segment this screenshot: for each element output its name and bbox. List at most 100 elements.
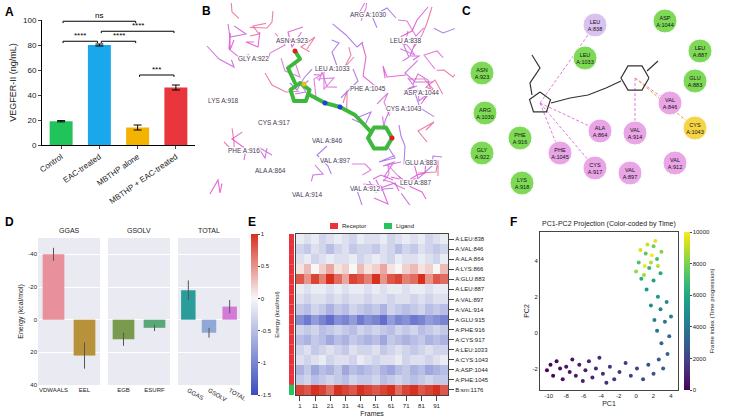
- svg-text:LEU A:887: LEU A:887: [400, 179, 431, 186]
- svg-text:MBTHP + EAC-treated: MBTHP + EAC-treated: [108, 152, 180, 206]
- svg-text:EEL: EEL: [79, 387, 91, 393]
- svg-text:2: 2: [534, 294, 538, 300]
- svg-text:PC1-PC2 Projection (Color-code: PC1-PC2 Projection (Color-coded by Time): [542, 220, 676, 228]
- svg-text:A:ALA:864: A:ALA:864: [455, 256, 484, 262]
- svg-text:A:1033: A:1033: [576, 59, 593, 65]
- svg-text:ASN: ASN: [476, 67, 487, 73]
- svg-text:91: 91: [433, 403, 440, 409]
- svg-text:4: 4: [534, 258, 538, 264]
- svg-text:Frames: Frames: [360, 410, 384, 417]
- svg-text:VAL: VAL: [630, 127, 640, 133]
- svg-text:51: 51: [372, 403, 379, 409]
- svg-text:PHE A:916: PHE A:916: [228, 147, 260, 154]
- svg-text:LEU: LEU: [590, 19, 601, 25]
- svg-text:PHE: PHE: [554, 147, 566, 153]
- svg-text:PHE A:1045: PHE A:1045: [350, 85, 386, 92]
- svg-text:ASP: ASP: [659, 15, 670, 21]
- svg-text:A:CYS:1043: A:CYS:1043: [455, 357, 489, 363]
- svg-text:GGAS: GGAS: [186, 387, 204, 401]
- svg-text:0: 0: [693, 387, 697, 393]
- svg-text:A:LEU:1033: A:LEU:1033: [455, 347, 488, 353]
- svg-text:CYS A:917: CYS A:917: [258, 119, 290, 126]
- svg-text:VAL A:912: VAL A:912: [350, 185, 380, 192]
- svg-text:A:PHE:916: A:PHE:916: [455, 327, 485, 333]
- svg-text:40: 40: [27, 91, 36, 100]
- svg-text:100: 100: [23, 16, 37, 25]
- svg-text:GGAS: GGAS: [59, 227, 80, 234]
- svg-text:GSOLV: GSOLV: [207, 387, 228, 402]
- svg-text:31: 31: [342, 403, 349, 409]
- svg-text:-40: -40: [28, 251, 37, 257]
- svg-text:VDWAALS: VDWAALS: [39, 387, 68, 393]
- svg-text:B: B: [202, 4, 211, 18]
- svg-text:***: ***: [152, 65, 161, 74]
- svg-text:LYS: LYS: [517, 177, 527, 183]
- svg-text:Ligand: Ligand: [396, 223, 414, 229]
- svg-text:A:918: A:918: [515, 184, 529, 190]
- svg-text:-8: -8: [564, 393, 570, 399]
- svg-text:0: 0: [34, 317, 38, 323]
- svg-text:20: 20: [27, 116, 36, 125]
- svg-text:LEU A:1033: LEU A:1033: [315, 65, 350, 72]
- svg-text:A:1045: A:1045: [551, 154, 568, 160]
- svg-text:CYS: CYS: [589, 162, 601, 168]
- svg-text:VAL A:914: VAL A:914: [292, 191, 322, 198]
- svg-text:F: F: [510, 215, 517, 229]
- svg-text:A:VAL:914: A:VAL:914: [455, 307, 484, 313]
- svg-text:PHE: PHE: [514, 132, 526, 138]
- svg-text:A:CYS:917: A:CYS:917: [455, 337, 485, 343]
- svg-text:VAL A:846: VAL A:846: [312, 137, 342, 144]
- svg-text:0.5: 0.5: [261, 263, 270, 269]
- svg-text:LEU: LEU: [580, 52, 591, 58]
- svg-text:****: ****: [132, 21, 144, 30]
- svg-text:PC1: PC1: [602, 400, 616, 407]
- svg-text:A:838: A:838: [588, 26, 602, 32]
- svg-text:A:912: A:912: [668, 164, 682, 170]
- svg-text:-6: -6: [581, 393, 587, 399]
- svg-text:-4: -4: [598, 393, 604, 399]
- svg-text:ARG A:1030: ARG A:1030: [350, 11, 387, 18]
- svg-text:VEGFER-II (ng/mL): VEGFER-II (ng/mL): [8, 43, 18, 122]
- svg-text:A:1043: A:1043: [686, 129, 703, 135]
- svg-text:VAL A:897: VAL A:897: [320, 157, 350, 164]
- svg-text:****: ****: [74, 31, 86, 40]
- svg-text:GLY A:922: GLY A:922: [238, 55, 269, 62]
- svg-text:TOTAL: TOTAL: [198, 227, 220, 234]
- svg-text:GLU A:883: GLU A:883: [405, 159, 437, 166]
- svg-text:ESURF: ESURF: [144, 387, 165, 393]
- svg-text:TOTAL: TOTAL: [228, 387, 248, 402]
- svg-text:-20: -20: [28, 284, 37, 290]
- svg-text:VAL: VAL: [665, 97, 675, 103]
- svg-text:Frame index (Time progression): Frame index (Time progression): [709, 268, 715, 353]
- svg-text:A:LEU:838: A:LEU:838: [455, 236, 485, 242]
- svg-text:0: 0: [32, 141, 37, 150]
- svg-text:21: 21: [327, 403, 334, 409]
- svg-text:41: 41: [357, 403, 364, 409]
- svg-text:A:VAL:897: A:VAL:897: [455, 297, 484, 303]
- svg-text:A:917: A:917: [588, 169, 602, 175]
- svg-text:60: 60: [27, 66, 36, 75]
- svg-text:0: 0: [534, 330, 538, 336]
- svg-text:6000: 6000: [693, 292, 707, 298]
- svg-text:ARG: ARG: [479, 107, 491, 113]
- svg-text:8000: 8000: [693, 261, 707, 267]
- svg-text:MBTHP alone: MBTHP alone: [95, 152, 141, 188]
- svg-text:ALA A:864: ALA A:864: [255, 167, 286, 174]
- svg-text:A:883: A:883: [688, 82, 702, 88]
- svg-text:A:887: A:887: [693, 52, 707, 58]
- svg-text:Receptor: Receptor: [342, 223, 366, 229]
- svg-text:A:846: A:846: [663, 104, 677, 110]
- svg-text:-2: -2: [616, 393, 622, 399]
- svg-text:10000: 10000: [693, 229, 710, 235]
- svg-text:A:897: A:897: [623, 174, 637, 180]
- svg-text:D: D: [5, 215, 14, 229]
- svg-text:Energy (kcal/mol): Energy (kcal/mol): [17, 284, 25, 338]
- svg-text:ASN A:923: ASN A:923: [276, 37, 308, 44]
- svg-text:1: 1: [298, 403, 302, 409]
- svg-text:C: C: [462, 4, 471, 18]
- svg-text:A:LYS:866: A:LYS:866: [455, 266, 484, 272]
- svg-text:GSOLV: GSOLV: [127, 227, 151, 234]
- svg-text:A:1044: A:1044: [656, 22, 673, 28]
- svg-text:A:PHE:1045: A:PHE:1045: [455, 377, 489, 383]
- svg-text:A:GLU:883: A:GLU:883: [455, 276, 485, 282]
